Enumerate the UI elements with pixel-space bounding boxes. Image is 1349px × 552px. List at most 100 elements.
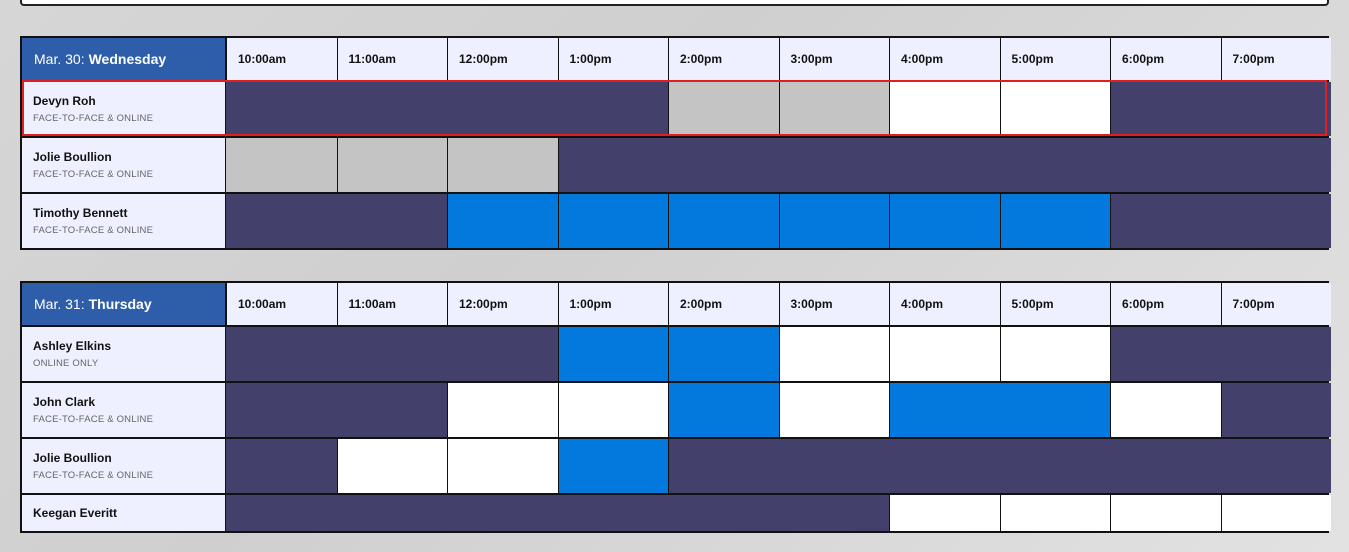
time-slot-booked: [1110, 327, 1331, 381]
person-mode: FACE-TO-FACE & ONLINE: [33, 113, 154, 124]
person-row[interactable]: Timothy Bennett FACE-TO-FACE & ONLINE: [22, 192, 1331, 248]
time-header: 11:00am: [336, 283, 447, 325]
slot-track: [226, 495, 1331, 531]
time-header: 4:00pm: [889, 38, 1000, 80]
time-slot-selected[interactable]: [668, 327, 779, 381]
person-name: Jolie Boullion: [33, 150, 112, 164]
person-name: Devyn Roh: [33, 94, 96, 108]
time-header: 5:00pm: [999, 283, 1110, 325]
time-slot-open[interactable]: [999, 82, 1110, 136]
slot-track: [226, 194, 1331, 248]
day-name: Thursday: [88, 296, 152, 312]
time-slot-selected[interactable]: [778, 194, 889, 248]
time-slot-selected[interactable]: [999, 194, 1110, 248]
time-slot-open[interactable]: [557, 383, 668, 437]
time-slot-open[interactable]: [336, 439, 447, 493]
person-name: Jolie Boullion: [33, 451, 112, 465]
time-slot-selected[interactable]: [668, 383, 779, 437]
slot-track: [226, 327, 1331, 381]
person-info: Timothy Bennett FACE-TO-FACE & ONLINE: [22, 194, 226, 248]
person-name: John Clark: [33, 395, 96, 409]
time-slot-booked: [1110, 194, 1331, 248]
day-schedule-thursday: Mar. 31: Thursday 10:00am 11:00am 12:00p…: [20, 281, 1331, 533]
person-name: Keegan Everitt: [33, 506, 118, 520]
person-info: Jolie Boullion FACE-TO-FACE & ONLINE: [22, 138, 226, 192]
time-slot-selected[interactable]: [889, 194, 1000, 248]
time-slot-booked: [226, 194, 447, 248]
time-slot-selected[interactable]: [668, 194, 779, 248]
time-slot-unavailable: [447, 138, 558, 192]
person-mode: FACE-TO-FACE & ONLINE: [33, 169, 154, 180]
time-slot-selected[interactable]: [557, 194, 668, 248]
time-header: 7:00pm: [1220, 283, 1331, 325]
time-slot-unavailable: [226, 138, 337, 192]
time-slot-open[interactable]: [1110, 495, 1221, 531]
person-info: Keegan Everitt: [22, 495, 226, 531]
person-mode: ONLINE ONLY: [33, 358, 99, 369]
time-header: 10:00am: [226, 283, 337, 325]
time-header: 11:00am: [336, 38, 447, 80]
slot-track: [226, 383, 1331, 437]
time-slot-booked: [226, 383, 447, 437]
time-slot-open[interactable]: [447, 383, 558, 437]
day-schedule-wednesday: Mar. 30: Wednesday 10:00am 11:00am 12:00…: [20, 36, 1331, 250]
time-header: 6:00pm: [1110, 38, 1221, 80]
person-row[interactable]: Jolie Boullion FACE-TO-FACE & ONLINE: [22, 437, 1331, 493]
person-row[interactable]: John Clark FACE-TO-FACE & ONLINE: [22, 381, 1331, 437]
time-slot-booked: [226, 327, 558, 381]
time-header: 6:00pm: [1110, 283, 1221, 325]
time-slot-open[interactable]: [999, 327, 1110, 381]
time-header: 2:00pm: [668, 38, 779, 80]
person-name: Timothy Bennett: [33, 206, 128, 220]
time-header: 7:00pm: [1220, 38, 1331, 80]
time-slot-booked: [226, 495, 889, 531]
time-header: 3:00pm: [778, 38, 889, 80]
time-slot-unavailable: [778, 82, 889, 136]
person-row[interactable]: Jolie Boullion FACE-TO-FACE & ONLINE: [22, 136, 1331, 192]
date-prefix: Mar. 31:: [34, 296, 85, 312]
time-slot-booked: [557, 138, 1331, 192]
person-mode: FACE-TO-FACE & ONLINE: [33, 225, 154, 236]
time-slot-open[interactable]: [1110, 383, 1221, 437]
date-label: Mar. 31: Thursday: [22, 283, 226, 325]
previous-day-panel: [20, 0, 1329, 6]
time-header: 12:00pm: [447, 283, 558, 325]
date-label: Mar. 30: Wednesday: [22, 38, 226, 80]
person-name: Ashley Elkins: [33, 339, 112, 353]
time-slot-booked: [1220, 383, 1331, 437]
slot-track: [226, 82, 1331, 136]
time-slot-open[interactable]: [889, 495, 1000, 531]
time-slot-booked: [226, 82, 668, 136]
time-slot-selected[interactable]: [557, 327, 668, 381]
time-slot-selected[interactable]: [447, 194, 558, 248]
time-slot-unavailable: [668, 82, 779, 136]
schedule-header-row: Mar. 30: Wednesday 10:00am 11:00am 12:00…: [22, 38, 1331, 80]
time-header: 1:00pm: [557, 38, 668, 80]
person-row[interactable]: Keegan Everitt: [22, 493, 1331, 531]
day-name: Wednesday: [88, 51, 167, 67]
time-header: 3:00pm: [778, 283, 889, 325]
slot-track: [226, 439, 1331, 493]
time-slot-open[interactable]: [1220, 495, 1331, 531]
time-slot-open[interactable]: [447, 439, 558, 493]
time-slot-selected[interactable]: [889, 383, 1110, 437]
time-header: 5:00pm: [999, 38, 1110, 80]
person-row[interactable]: Ashley Elkins ONLINE ONLY: [22, 325, 1331, 381]
time-header: 1:00pm: [557, 283, 668, 325]
person-mode: FACE-TO-FACE & ONLINE: [33, 470, 154, 481]
time-slot-open[interactable]: [778, 327, 889, 381]
person-row[interactable]: Devyn Roh FACE-TO-FACE & ONLINE: [22, 80, 1331, 136]
person-mode: FACE-TO-FACE & ONLINE: [33, 414, 154, 425]
time-slot-open[interactable]: [889, 327, 1000, 381]
time-header: 12:00pm: [447, 38, 558, 80]
time-slot-open[interactable]: [999, 495, 1110, 531]
person-info: Jolie Boullion FACE-TO-FACE & ONLINE: [22, 439, 226, 493]
person-info: Ashley Elkins ONLINE ONLY: [22, 327, 226, 381]
time-slot-open[interactable]: [889, 82, 1000, 136]
time-slot-open[interactable]: [778, 383, 889, 437]
schedule-header-row: Mar. 31: Thursday 10:00am 11:00am 12:00p…: [22, 283, 1331, 325]
time-slot-booked: [668, 439, 1331, 493]
time-slot-selected[interactable]: [557, 439, 668, 493]
time-header: 10:00am: [226, 38, 337, 80]
time-header: 2:00pm: [668, 283, 779, 325]
